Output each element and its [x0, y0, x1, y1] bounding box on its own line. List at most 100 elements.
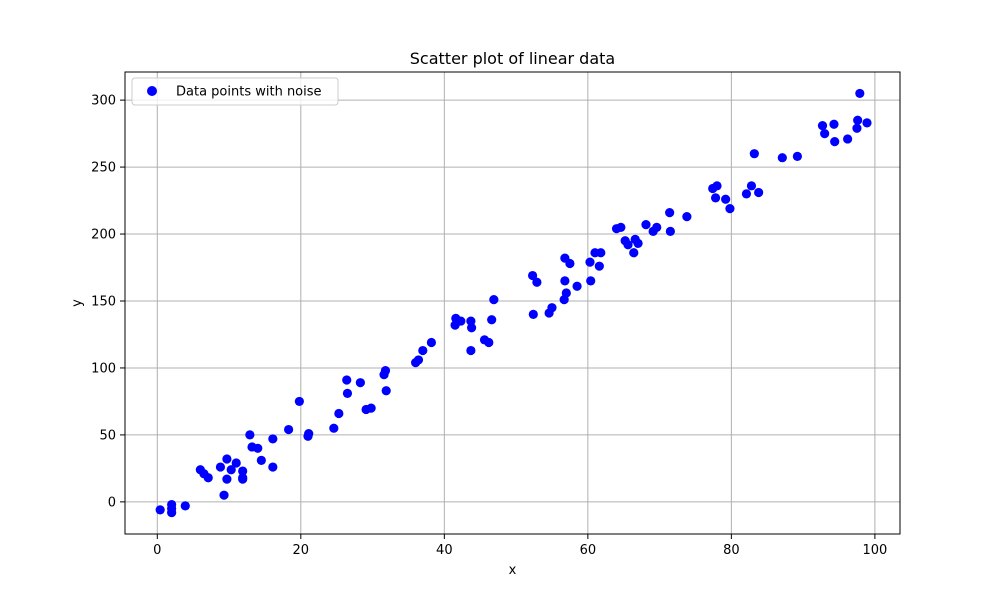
- data-points: [155, 88, 872, 518]
- y-tick-label: 250: [91, 161, 116, 176]
- data-point: [304, 428, 314, 439]
- data-point: [852, 123, 862, 133]
- data-point: [712, 181, 722, 191]
- data-point: [466, 345, 476, 356]
- data-point: [665, 208, 675, 218]
- data-point: [155, 505, 165, 515]
- data-point: [329, 423, 339, 433]
- data-point: [219, 490, 229, 500]
- data-point: [817, 120, 828, 131]
- data-point: [366, 403, 376, 413]
- x-tick-label: 40: [436, 543, 453, 558]
- data-point: [489, 295, 499, 305]
- data-point: [596, 248, 606, 258]
- data-point: [565, 258, 575, 269]
- data-point: [342, 375, 352, 385]
- x-tick-label: 100: [862, 543, 887, 558]
- y-tick-label: 300: [91, 94, 116, 109]
- data-point: [284, 424, 294, 435]
- legend-marker: [147, 86, 157, 96]
- x-axis-label: x: [509, 563, 517, 578]
- data-point: [256, 455, 266, 465]
- data-point: [754, 187, 764, 198]
- y-axis-label: y: [70, 299, 85, 307]
- data-point: [710, 193, 721, 203]
- data-point: [294, 396, 304, 407]
- x-tick-label: 20: [293, 543, 310, 558]
- y-tick-label: 100: [91, 361, 116, 376]
- data-point: [380, 366, 391, 376]
- data-point: [633, 238, 643, 249]
- data-point: [226, 465, 236, 475]
- y-tick-label: 200: [91, 228, 116, 243]
- data-point: [355, 378, 365, 388]
- data-point: [334, 408, 344, 419]
- x-tick-label: 60: [580, 543, 597, 558]
- data-point: [418, 345, 428, 356]
- legend: Data points with noise: [131, 77, 339, 106]
- data-point: [652, 222, 662, 232]
- data-point: [560, 276, 570, 286]
- data-point: [721, 194, 731, 204]
- data-point: [853, 115, 863, 125]
- data-point: [594, 261, 604, 271]
- data-point: [381, 386, 391, 396]
- data-point: [623, 240, 633, 250]
- data-point: [456, 316, 466, 326]
- data-point: [413, 355, 424, 365]
- data-point: [741, 189, 752, 199]
- data-point: [528, 309, 538, 319]
- legend-box: [131, 77, 339, 106]
- data-point: [253, 443, 263, 453]
- plot-frame: [124, 71, 901, 535]
- data-point: [682, 212, 692, 222]
- data-point: [527, 270, 538, 281]
- data-point: [180, 501, 190, 511]
- data-point: [466, 316, 476, 326]
- data-point: [561, 288, 571, 298]
- data-point: [222, 454, 232, 464]
- data-point: [572, 281, 582, 291]
- data-point: [641, 220, 651, 230]
- grid-lines: [125, 72, 900, 534]
- data-point: [245, 430, 255, 440]
- y-tick-label: 50: [99, 428, 116, 443]
- data-point: [616, 222, 626, 232]
- data-point: [830, 137, 840, 147]
- data-point: [777, 153, 787, 163]
- data-point: [792, 151, 802, 161]
- x-tick-label: 0: [153, 543, 161, 558]
- data-point: [547, 303, 557, 313]
- data-point: [238, 466, 248, 476]
- data-point: [268, 462, 278, 472]
- data-point: [586, 276, 596, 286]
- y-tick-label: 150: [91, 294, 116, 309]
- data-point: [203, 473, 213, 483]
- data-point: [862, 118, 872, 128]
- data-point: [238, 474, 248, 484]
- data-point: [215, 462, 226, 472]
- data-point: [585, 257, 595, 267]
- data-point: [426, 337, 437, 348]
- data-point: [487, 315, 497, 325]
- data-point: [829, 119, 839, 129]
- data-point: [746, 181, 757, 191]
- data-point: [843, 134, 853, 144]
- data-point: [820, 129, 830, 139]
- y-tick-label: 0: [108, 495, 116, 510]
- data-point: [231, 458, 241, 468]
- data-point: [725, 203, 735, 214]
- data-point: [665, 226, 675, 236]
- data-point: [629, 248, 639, 258]
- data-point: [167, 507, 177, 518]
- data-point: [749, 149, 759, 159]
- data-point: [268, 434, 278, 444]
- data-point: [222, 474, 232, 484]
- data-point: [466, 323, 477, 333]
- data-point: [855, 88, 865, 99]
- legend-label: Data points with noise: [176, 85, 322, 100]
- data-point: [532, 277, 542, 287]
- axis-ticks: 0 20 40 60 80 100 0 50 100 150 200 250 300: [91, 94, 887, 558]
